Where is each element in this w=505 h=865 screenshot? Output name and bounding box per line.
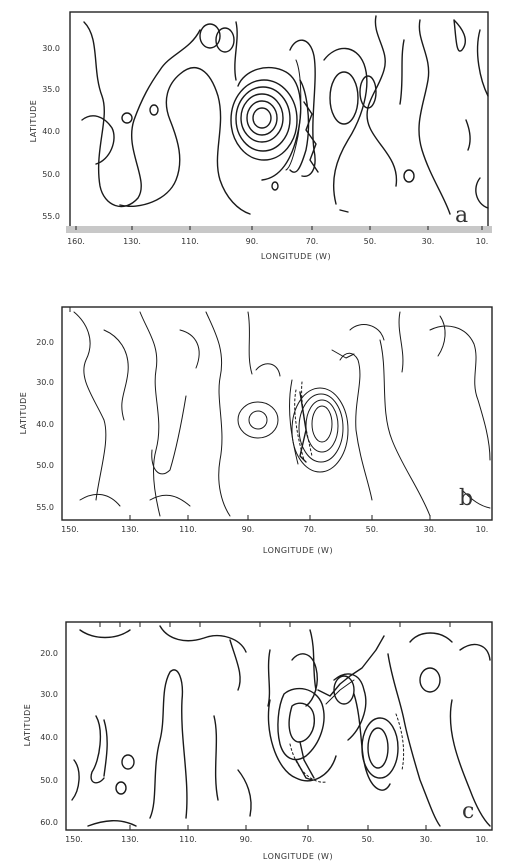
panel-a-frame	[69, 11, 489, 231]
panel-b-xtick-label: 90.	[242, 525, 255, 534]
panel-a-x-ticks: 160. 130. 110. 90. 70. 50. 30. 10.	[67, 237, 488, 246]
panel-c-xtick-label: 50.	[362, 835, 375, 844]
panel-a-bottom-bar	[66, 226, 492, 233]
panel-a-ytick-label: 30.0	[42, 44, 60, 53]
panel-a-contours	[81, 15, 489, 215]
panel-a-ytick-label: 55.0	[42, 212, 60, 221]
panel-b-xtick-label: 130.	[121, 525, 139, 534]
panel-c-x-ticks: 150. 130. 110. 90. 70. 50. 30. 10.	[65, 835, 488, 844]
panel-b-y-ticks: 20.0 30.0 40.0 50.0 55.0	[36, 338, 54, 512]
panel-a: 30.0 35.0 40.0 50.0 55.0 LATITUDE 160. 1…	[29, 11, 492, 261]
panel-a-xtick-label: 50.	[364, 237, 377, 246]
panel-b-ytick-label: 50.0	[36, 461, 54, 470]
panel-b-x-axis-label: LONGITUDE (W)	[263, 546, 333, 555]
panel-c-xtick-label: 10.	[476, 835, 489, 844]
panel-c-x-axis-label: LONGITUDE (W)	[263, 852, 333, 861]
panel-a-xtick-label: 10.	[476, 237, 489, 246]
panel-a-xtick-label: 90.	[246, 237, 259, 246]
panel-c-ytick-label: 60.0	[40, 818, 58, 827]
panel-b-ytick-label: 30.0	[36, 378, 54, 387]
tick-marks	[69, 226, 483, 830]
panel-a-ytick-label: 35.0	[42, 85, 60, 94]
panel-b-xtick-label: 10.	[476, 525, 489, 534]
panel-b-frame	[61, 306, 493, 521]
panel-c: 20.0 30.0 40.0 50.0 60.0 LATITUDE 150. 1…	[23, 621, 493, 861]
panel-b-xtick-label: 30.	[424, 525, 437, 534]
panel-c-ytick-label: 30.0	[40, 690, 58, 699]
panel-a-y-ticks: 30.0 35.0 40.0 50.0 55.0	[42, 44, 60, 221]
panel-b-contours	[73, 311, 491, 517]
panel-b-y-axis-label: LATITUDE	[19, 392, 28, 435]
panel-a-xtick-label: 130.	[123, 237, 141, 246]
panel-b-xtick-label: 110.	[179, 525, 197, 534]
panel-b-xtick-label: 70.	[304, 525, 317, 534]
panel-c-ytick-label: 20.0	[40, 649, 58, 658]
panel-c-xtick-label: 70.	[302, 835, 315, 844]
panel-c-xtick-label: 110.	[179, 835, 197, 844]
panel-c-y-axis-label: LATITUDE	[23, 704, 32, 747]
panel-a-ytick-label: 50.0	[42, 170, 60, 179]
panel-c-xtick-label: 30.	[420, 835, 433, 844]
panel-a-ytick-label: 40.0	[42, 127, 60, 136]
panel-c-letter: c	[462, 799, 474, 824]
panel-a-xtick-label: 160.	[67, 237, 85, 246]
panel-b: 20.0 30.0 40.0 50.0 55.0 LATITUDE 150. 1…	[19, 306, 493, 555]
panel-a-xtick-label: 70.	[306, 237, 319, 246]
panel-a-x-axis-label: LONGITUDE (W)	[261, 252, 331, 261]
panel-b-xtick-label: 50.	[366, 525, 379, 534]
panel-c-xtick-label: 130.	[121, 835, 139, 844]
panel-c-xtick-label: 90.	[240, 835, 253, 844]
panel-c-ytick-label: 40.0	[40, 733, 58, 742]
panel-c-y-ticks: 20.0 30.0 40.0 50.0 60.0	[40, 649, 58, 827]
panel-a-xtick-label: 30.	[422, 237, 435, 246]
panel-b-ytick-label: 20.0	[36, 338, 54, 347]
panel-c-ytick-label: 50.0	[40, 776, 58, 785]
panel-c-contours	[71, 625, 491, 827]
panel-a-y-axis-label: LATITUDE	[29, 100, 38, 143]
panel-a-xtick-label: 110.	[181, 237, 199, 246]
panel-a-letter: a	[455, 203, 468, 228]
panel-c-xtick-label: 150.	[65, 835, 83, 844]
panel-b-x-ticks: 150. 130. 110. 90. 70. 50. 30. 10.	[61, 525, 488, 534]
panel-b-letter: b	[459, 486, 473, 511]
panel-b-xtick-label: 150.	[61, 525, 79, 534]
panel-b-ytick-label: 40.0	[36, 420, 54, 429]
panel-c-frame	[65, 621, 493, 831]
panel-b-ytick-label: 55.0	[36, 503, 54, 512]
